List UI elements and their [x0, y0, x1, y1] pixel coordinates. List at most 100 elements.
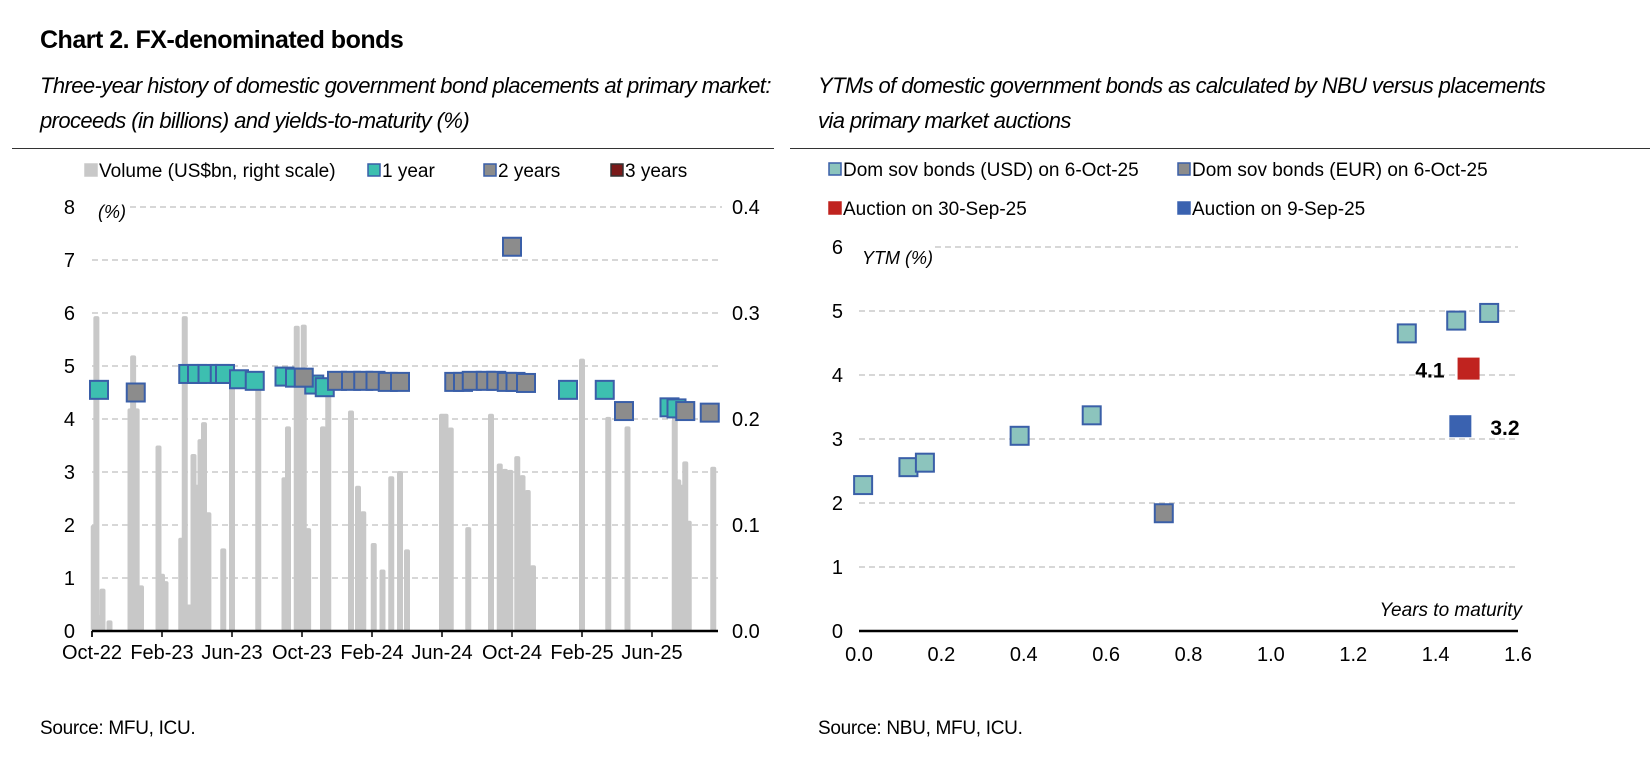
volume-bar: [325, 379, 332, 631]
volume-bar: [519, 475, 526, 631]
x-axis-label: Years to maturity: [1379, 600, 1523, 621]
marker-2-years: [675, 401, 696, 422]
volume-bar: [507, 469, 514, 631]
marker-auction-30-sep: [1457, 357, 1480, 380]
legend-item-auction-9-sep-swatch: [1177, 201, 1191, 215]
marker-usd-bond: [1479, 302, 1500, 323]
left-chart: 0 1 2 3 4 5 6 7 8 0.0 0.1 0.2 0.3 0.4 (%) Oct-22 Feb-23 J…: [62, 161, 760, 664]
y-left-tick-label: 1: [64, 568, 75, 590]
y-left-tick-label: 6: [64, 303, 75, 325]
right-subtitle-line1: YTMs of domestic government bonds as cal…: [818, 73, 1546, 98]
x-tick-label: Jun-25: [621, 642, 682, 664]
legend-item-auction-30-sep-label: Auction on 30-Sep-25: [843, 199, 1027, 220]
x-tick-label: 1.4: [1422, 644, 1450, 666]
legend-item-usd-bonds-swatch: [828, 162, 842, 176]
y-right-tick-label: 0.2: [732, 409, 760, 431]
marker-usd-bond: [1446, 310, 1467, 331]
legend-item-3-years-swatch: [610, 163, 624, 177]
volume-bar: [93, 316, 100, 631]
y-left-axis-label: (%): [98, 202, 126, 222]
legend-item-eur-bonds-label: Dom sov bonds (EUR) on 6-Oct-25: [1192, 160, 1488, 181]
marker-2-years: [699, 402, 720, 423]
x-tick-label: 0.8: [1175, 644, 1203, 666]
left-subtitle-line2: proceeds (in billions) and yields-to-mat…: [40, 108, 470, 133]
volume-bar: [465, 527, 472, 631]
x-tick-label: 1.2: [1339, 644, 1367, 666]
volume-bar: [579, 358, 585, 631]
legend-item-3-years-label: 3 years: [625, 161, 687, 182]
marker-usd-bond: [1081, 405, 1102, 426]
volume-bar: [138, 585, 144, 631]
x-tick-label: 0.6: [1092, 644, 1120, 666]
x-tick-label: Feb-24: [340, 642, 403, 664]
x-tick-label: Oct-24: [482, 642, 542, 664]
legend-item-2-years-label: 2 years: [498, 161, 560, 182]
left-subtitle-line1: Three-year history of domestic governmen…: [40, 73, 771, 98]
y-tick-label: 5: [832, 301, 843, 323]
x-tick-label: Jun-24: [411, 642, 472, 664]
marker-usd-bond: [853, 475, 874, 496]
volume-bar: [502, 468, 508, 631]
legend-item-eur-bonds-swatch: [1177, 162, 1191, 176]
volume-bar: [404, 549, 410, 631]
marker-1-year: [558, 379, 578, 400]
volume-bar: [605, 416, 612, 631]
left-divider: [12, 148, 774, 149]
y-left-tick-label: 3: [64, 462, 75, 484]
x-tick-label: 0.2: [927, 644, 955, 666]
y-left-tick-label: 7: [64, 250, 75, 272]
marker-2-years: [516, 372, 536, 393]
volume-bar: [447, 427, 454, 631]
marker-auction-9-sep: [1449, 415, 1472, 438]
volume-bar: [162, 581, 169, 631]
x-tick-label: 0.0: [845, 644, 873, 666]
legend-item-2-years-swatch: [483, 163, 497, 177]
x-tick-label: Feb-23: [130, 642, 193, 664]
data-label-auction-9-sep: 3.2: [1490, 417, 1519, 440]
volume-bar: [360, 511, 367, 631]
volume-bar: [348, 410, 354, 631]
volume-bar: [285, 426, 291, 631]
y-tick-label: 4: [832, 365, 843, 387]
volume-bar: [530, 565, 536, 631]
volume-bar: [99, 588, 106, 631]
volume-bar: [379, 569, 386, 631]
volume-bar: [355, 485, 361, 631]
left-legend: Volume (US$bn, right scale) 1 year 2 years…: [84, 161, 687, 182]
y-tick-label: 2: [832, 493, 843, 515]
volume-bar: [710, 466, 717, 631]
volume-bar: [624, 426, 631, 631]
y-right-tick-label: 0.0: [732, 621, 760, 643]
y-right-tick-label: 0.1: [732, 515, 760, 537]
legend-item-1-year-swatch: [367, 163, 381, 177]
volume-bar: [685, 520, 692, 631]
legend-item-auction-30-sep-swatch: [828, 201, 842, 215]
legend-item-volume-label: Volume (US$bn, right scale): [99, 161, 336, 182]
marker-usd-bond: [1396, 323, 1417, 344]
volume-bar: [488, 413, 494, 631]
right-subtitle-line2: via primary market auctions: [818, 108, 1071, 133]
marker-1-year: [594, 379, 615, 400]
legend-item-auction-9-sep-label: Auction on 9-Sep-25: [1192, 199, 1365, 220]
left-chart-subtitle: Three-year history of domestic governmen…: [40, 68, 771, 138]
volume-bar: [205, 512, 212, 631]
volume-bar: [255, 379, 262, 631]
y-tick-label: 3: [832, 429, 843, 451]
y-tick-label: 0: [832, 621, 843, 643]
volume-bar: [514, 456, 521, 631]
y-right-tick-label: 0.3: [732, 303, 760, 325]
legend-item-1-year-label: 1 year: [382, 161, 435, 182]
x-tick-label: Jun-23: [201, 642, 262, 664]
x-tick-label: 1.6: [1504, 644, 1532, 666]
marker-usd-bond: [1009, 425, 1030, 446]
volume-bar: [370, 543, 377, 631]
marker-2-years: [614, 401, 634, 422]
right-chart: 0 1 2 3 4 5 6 YTM (%) Years to maturity 0.0 0.2 0.4…: [828, 160, 1532, 666]
x-tick-label: 1.0: [1257, 644, 1285, 666]
y-left-tick-label: 0: [64, 621, 75, 643]
marker-eur-bond: [1153, 503, 1174, 524]
y-left-tick-label: 8: [64, 197, 75, 219]
volume-bar: [496, 463, 503, 631]
volume-bar: [133, 408, 140, 631]
